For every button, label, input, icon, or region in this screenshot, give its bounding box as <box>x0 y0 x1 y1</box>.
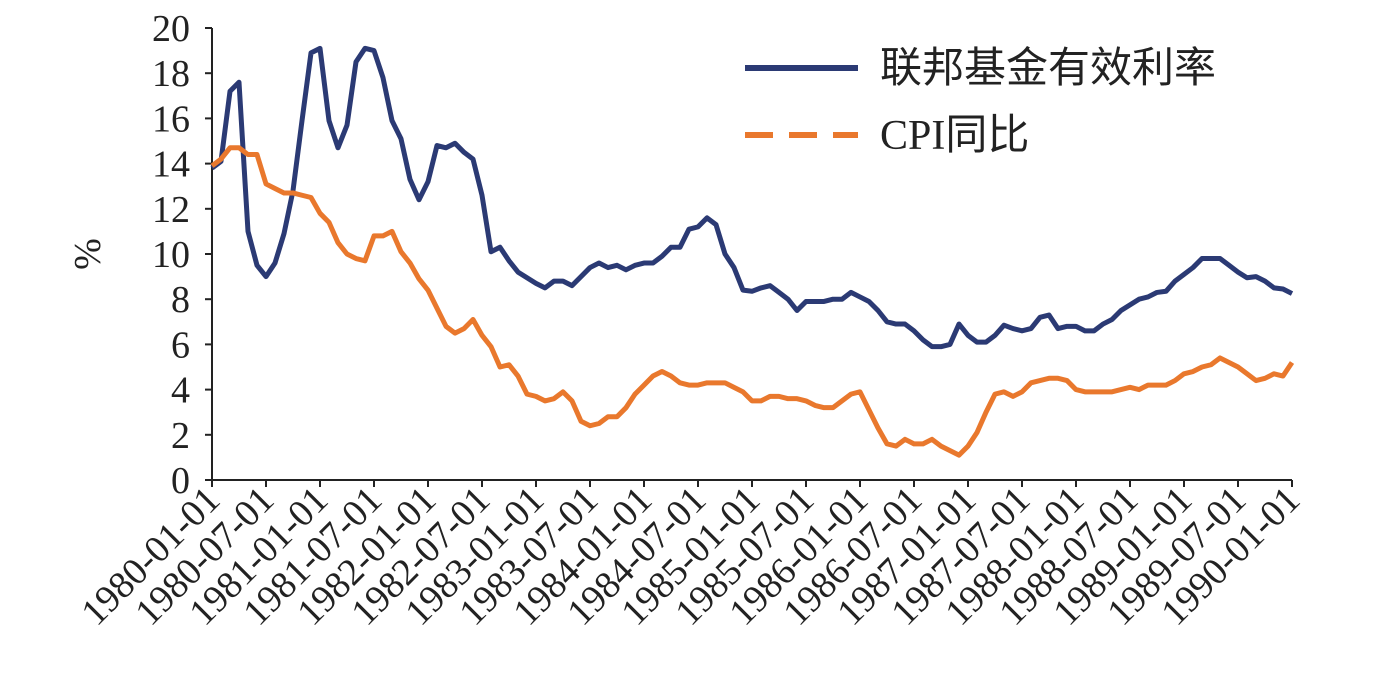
y-tick-label: 2 <box>171 415 190 457</box>
y-tick-label: 10 <box>152 234 190 276</box>
series-line <box>210 145 1295 458</box>
y-tick-label: 0 <box>171 460 190 502</box>
y-tick-label: 12 <box>152 189 190 231</box>
y-tick-label: 14 <box>152 144 190 186</box>
y-tick-label: 20 <box>152 8 190 50</box>
y-tick-label: 6 <box>171 324 190 366</box>
legend-label: 联邦基金有效利率 <box>880 45 1216 92</box>
legend-label: CPI同比 <box>880 113 1029 159</box>
y-axis-label: % <box>67 238 109 270</box>
series-line <box>210 45 1294 350</box>
y-tick-label: 8 <box>171 279 190 321</box>
y-tick-label: 16 <box>152 98 190 140</box>
y-tick-label: 4 <box>171 370 190 412</box>
y-tick-label: 18 <box>152 53 190 95</box>
